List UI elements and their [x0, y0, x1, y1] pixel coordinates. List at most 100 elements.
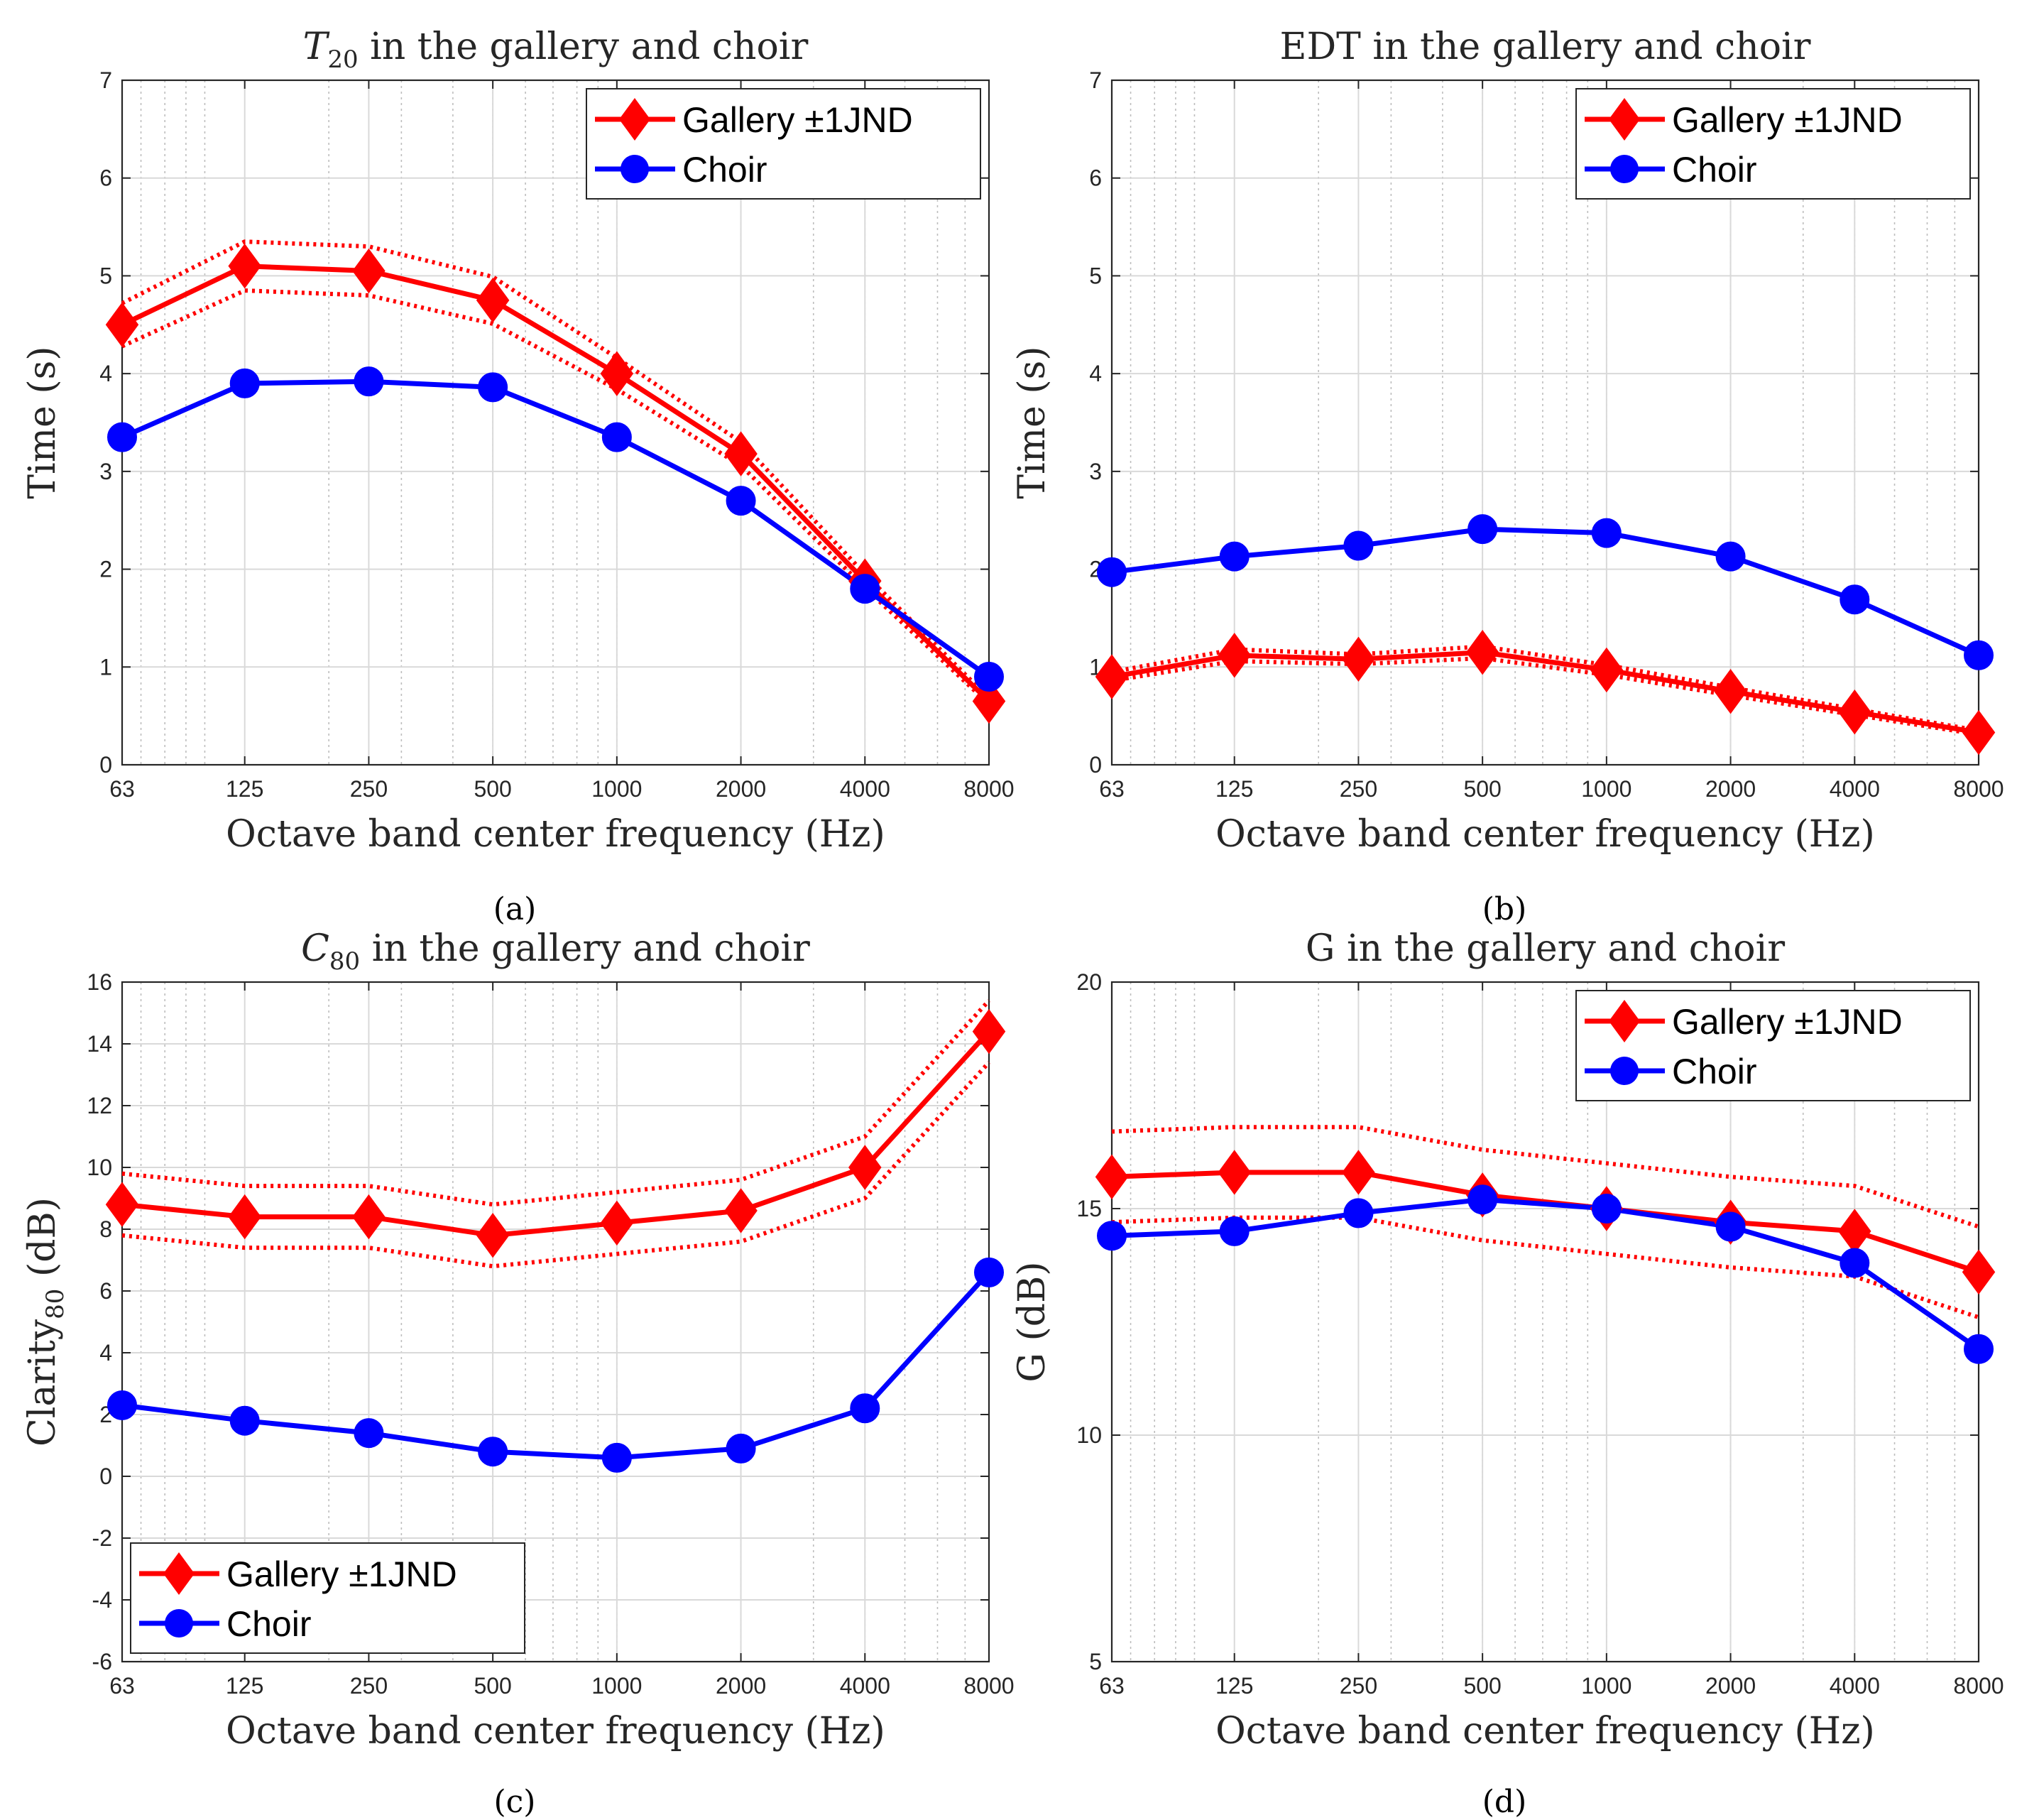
x-tick-label: 500 [474, 776, 511, 802]
chart-title: G in the gallery and choir [1306, 927, 1785, 970]
x-tick-label: 8000 [1953, 1673, 2004, 1699]
x-tick-label: 2000 [716, 776, 766, 802]
series-line-choir [1111, 1197, 1980, 1351]
y-tick-label: 0 [99, 752, 112, 778]
series-line-choir [1111, 526, 1980, 658]
data-point-gallery [1962, 709, 1996, 756]
x-tick-label: 125 [1215, 776, 1253, 802]
legend: Gallery ±1JND Choir [1575, 990, 1971, 1101]
y-tick-label: 5 [1089, 1649, 1102, 1674]
chart-title: C80 in the gallery and choir [301, 927, 810, 976]
legend: Gallery ±1JND Choir [130, 1542, 525, 1654]
data-point-choir [1964, 1334, 1994, 1364]
x-tick-label: 2000 [716, 1673, 766, 1699]
series-line-gallery-lower-jnd [121, 288, 991, 706]
data-point-gallery [724, 1188, 758, 1233]
data-point-choir [1840, 584, 1870, 615]
y-tick-label: 6 [99, 165, 112, 191]
x-tick-label: 500 [474, 1673, 511, 1699]
panel-label: (b) [1482, 891, 1527, 927]
x-tick-label: 125 [226, 776, 263, 802]
x-tick-label: 4000 [840, 1673, 890, 1699]
data-point-gallery [105, 302, 139, 347]
data-point-gallery [1590, 647, 1624, 693]
data-point-gallery [1095, 654, 1129, 699]
data-point-gallery [1095, 1154, 1129, 1200]
y-tick-label: 12 [87, 1093, 112, 1118]
x-tick-label: 63 [109, 1673, 135, 1699]
data-point-gallery [848, 1145, 882, 1190]
y-tick-label: 5 [99, 263, 112, 288]
x-axis-label: Octave band center frequency (Hz) [1215, 1710, 1875, 1753]
legend-label: Gallery ±1JND [1672, 100, 1903, 140]
legend-circle-marker [1610, 155, 1639, 183]
data-point-gallery [600, 1200, 634, 1246]
x-tick-label: 125 [1215, 1673, 1253, 1699]
y-tick-label: 10 [87, 1155, 112, 1180]
series-line-choir [121, 378, 991, 679]
legend-circle-marker [621, 155, 649, 183]
series-line-gallery-1jnd [121, 263, 991, 704]
series-line-gallery-lower-jnd [121, 1061, 991, 1269]
data-point-choir [1840, 1248, 1870, 1278]
axes-box [121, 981, 990, 1663]
y-tick-label: 2 [99, 557, 112, 582]
y-tick-label: 20 [1076, 969, 1102, 995]
data-point-gallery [228, 243, 261, 289]
data-point-choir [1097, 557, 1127, 587]
data-point-choir [726, 1433, 756, 1464]
data-point-choir [1715, 1211, 1746, 1242]
data-point-gallery [972, 1008, 1006, 1055]
y-tick-label: 8 [99, 1216, 112, 1242]
legend-box [586, 88, 981, 200]
x-tick-label: 4000 [1830, 1673, 1880, 1699]
series-line-gallery-lower-jnd [1111, 655, 1979, 737]
series-line-choir [121, 1270, 991, 1461]
chart-panel-d: 5 10 15 20 63 125 250 500 1000 2000 4000 8000 G in t… [1011, 927, 2004, 1820]
data-point-choir [974, 1257, 1004, 1287]
data-point-gallery [1342, 636, 1375, 682]
chart-title: T20 in the gallery and choir [303, 26, 809, 74]
series-line-gallery-upper-jnd [1111, 644, 1979, 733]
y-tick-label: 6 [1089, 165, 1102, 191]
x-tick-label: 2000 [1705, 1673, 1756, 1699]
x-tick-label: 2000 [1705, 776, 1756, 802]
x-tick-label: 250 [350, 1673, 388, 1699]
data-point-choir [1591, 1194, 1622, 1224]
legend-diamond-marker [1609, 98, 1640, 141]
x-tick-label: 500 [1463, 1673, 1501, 1699]
y-tick-label: -6 [92, 1649, 112, 1674]
data-point-choir [850, 1393, 880, 1424]
x-tick-label: 8000 [963, 776, 1014, 802]
series-line-gallery-upper-jnd [121, 999, 991, 1207]
x-tick-label: 63 [109, 776, 135, 802]
data-point-choir [1715, 541, 1746, 572]
data-point-gallery [1342, 1150, 1375, 1195]
data-point-choir [478, 1437, 508, 1467]
y-axis-label: Time (s) [21, 346, 64, 498]
legend-box [130, 1542, 525, 1654]
x-tick-label: 4000 [840, 776, 890, 802]
legend-label: Choir [1672, 1052, 1756, 1091]
data-point-gallery [476, 278, 510, 323]
data-point-choir [1591, 518, 1622, 548]
legend-label: Gallery ±1JND [1672, 1002, 1903, 1042]
panel-label: (a) [493, 891, 537, 927]
legend-diamond-marker [1609, 1000, 1640, 1042]
data-point-choir [850, 574, 880, 604]
legend-label: Choir [1672, 150, 1756, 190]
y-axis-label: Time (s) [1011, 346, 1054, 498]
data-point-choir [1343, 1198, 1374, 1228]
x-tick-label: 500 [1463, 776, 1501, 802]
series-line-gallery-1jnd [121, 1030, 991, 1238]
data-point-choir [229, 1405, 260, 1436]
x-tick-label: 63 [1099, 776, 1125, 802]
x-tick-label: 1000 [591, 776, 642, 802]
y-tick-label: 4 [99, 361, 112, 386]
x-tick-label: 4000 [1830, 776, 1880, 802]
data-point-gallery [1465, 629, 1499, 675]
data-point-choir [1343, 530, 1374, 561]
x-tick-label: 63 [1099, 1673, 1125, 1699]
